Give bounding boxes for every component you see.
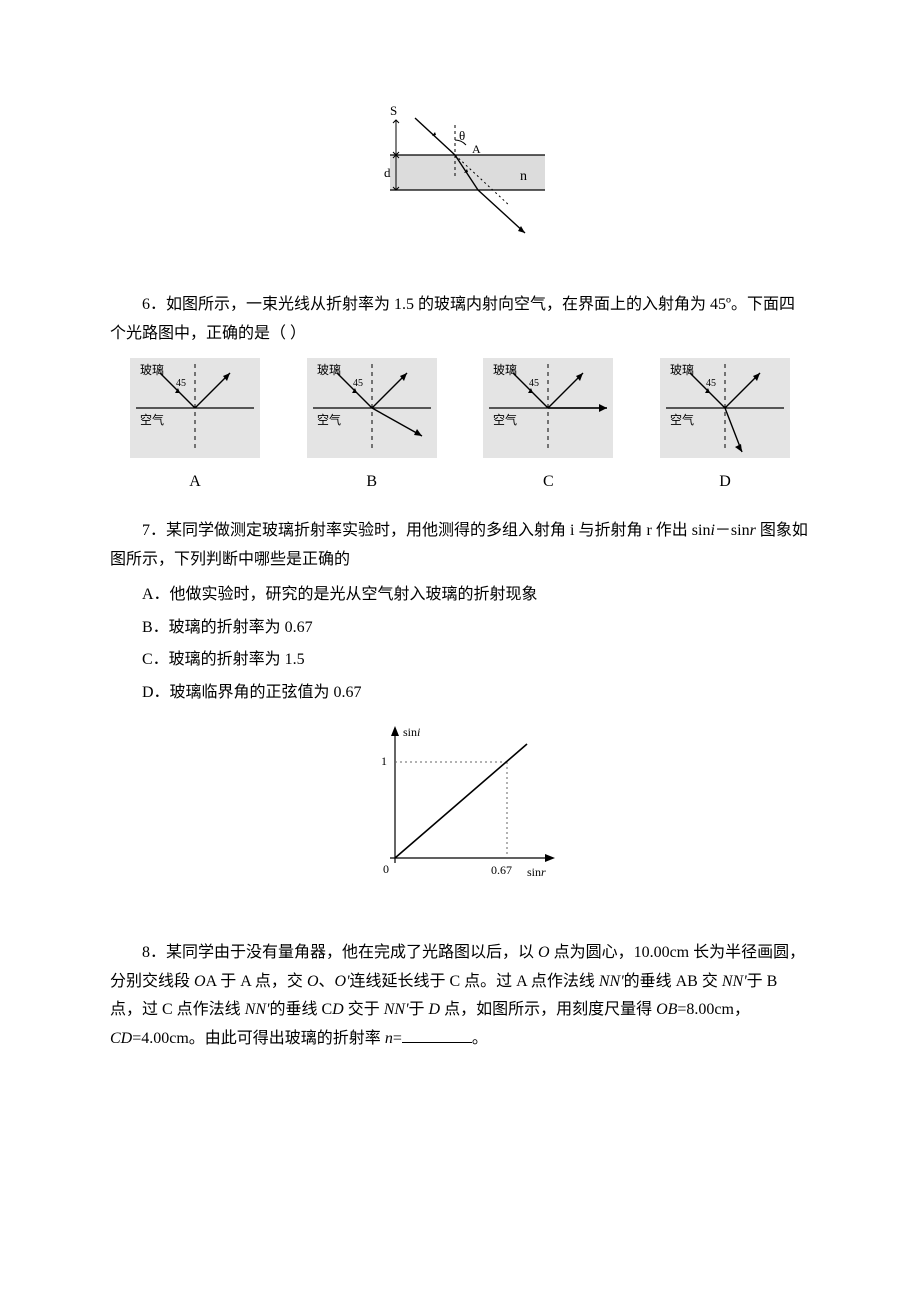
xtick-067: 0.67 — [491, 863, 512, 877]
q6-option-d: 玻璃 空气 45 — [660, 358, 790, 458]
q6-option-a: 玻璃 空气 45 — [130, 358, 260, 458]
q6-label-b: B — [307, 468, 437, 497]
q7-option-d: D．玻璃临界角的正弦值为 0.67 — [110, 679, 810, 708]
refraction-slab-svg: d S θ A n — [360, 100, 560, 250]
emergent-ray — [478, 190, 525, 233]
d-label: d — [384, 165, 391, 180]
q7-stem: 7．某同学做测定玻璃折射率实验时，用他测得的多组入射角 i 与折射角 r 作出 … — [110, 517, 810, 575]
s-label: S — [390, 103, 397, 118]
svg-text:45: 45 — [529, 378, 539, 389]
q5-figure: d S θ A n — [110, 100, 810, 261]
svg-text:45: 45 — [176, 378, 186, 389]
svg-text:空气: 空气 — [493, 412, 517, 427]
theta-label: θ — [459, 128, 465, 143]
ytick-1: 1 — [381, 754, 387, 768]
q6-label-d: D — [660, 468, 790, 497]
q7-graph: sini sinr 0 1 0.67 — [110, 718, 810, 899]
svg-text:空气: 空气 — [670, 412, 694, 427]
origin-label: 0 — [383, 862, 389, 876]
q6-labels-row: A B C D — [110, 468, 810, 497]
svg-text:玻璃: 玻璃 — [317, 363, 341, 377]
q6-label-a: A — [130, 468, 260, 497]
q6-option-b: 玻璃 空气 45 — [307, 358, 437, 458]
svg-text:空气: 空气 — [140, 412, 164, 427]
answer-blank — [402, 1026, 472, 1043]
svg-text:玻璃: 玻璃 — [140, 363, 164, 377]
a-label: A — [472, 142, 481, 156]
q6-option-c: 玻璃 空气 45 — [483, 358, 613, 458]
svg-text:玻璃: 玻璃 — [670, 363, 694, 377]
svg-text:45: 45 — [353, 378, 363, 389]
q7-option-c: C．玻璃的折射率为 1.5 — [110, 646, 810, 675]
svg-text:sinr: sinr — [527, 865, 546, 879]
q8-stem: 8．某同学由于没有量角器，他在完成了光路图以后，以 O 点为圆心，10.00cm… — [110, 939, 810, 1054]
incident-ray — [415, 118, 455, 155]
n-label: n — [520, 169, 527, 184]
q7-option-b: B．玻璃的折射率为 0.67 — [110, 614, 810, 643]
svg-text:空气: 空气 — [317, 412, 341, 427]
q7-option-a: A．他做实验时，研究的是光从空气射入玻璃的折射现象 — [110, 581, 810, 610]
svg-text:45: 45 — [706, 378, 716, 389]
sinr-sini-graph-svg: sini sinr 0 1 0.67 — [355, 718, 565, 888]
q6-stem: 6．如图所示，一束光线从折射率为 1.5 的玻璃内射向空气，在界面上的入射角为 … — [110, 291, 810, 349]
q6-label-c: C — [483, 468, 613, 497]
svg-text:玻璃: 玻璃 — [493, 363, 517, 377]
data-line — [395, 744, 527, 858]
q6-options-row: 玻璃 空气 45 玻璃 空气 — [110, 358, 810, 458]
svg-text:sini: sini — [403, 725, 420, 739]
